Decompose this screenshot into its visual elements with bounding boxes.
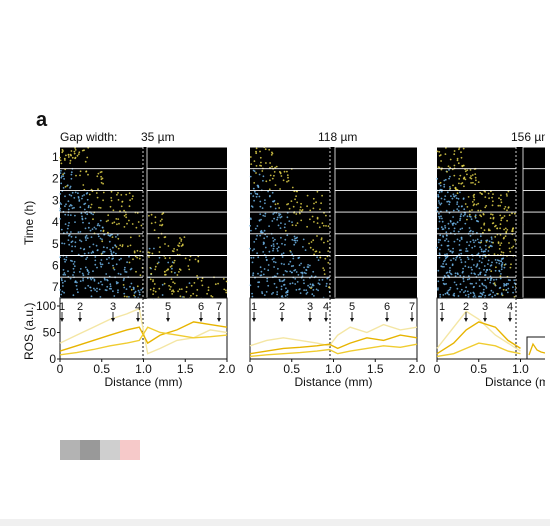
x-axis-label: Distance (mm) <box>485 375 550 389</box>
ros-series-line <box>249 334 418 355</box>
ros-plot: 1 2 3 4 5 6 7 0 0.5 1.0 1.5 2.0 Distance (mm) 100 50 0 <box>36 297 236 389</box>
arrow-label: 2 <box>279 301 285 313</box>
ros-series-line <box>249 323 418 347</box>
swatch-3 <box>100 440 120 460</box>
inset-box <box>526 336 550 360</box>
panel-1-gap: 35 µm <box>141 130 175 144</box>
panel-2-gap: 118 µm <box>318 130 357 144</box>
image-panel <box>436 146 550 300</box>
ros-series-line <box>436 310 521 352</box>
arrow-label: 5 <box>349 301 355 313</box>
right-edge <box>545 0 550 526</box>
time-label: 6 <box>52 259 59 273</box>
x-tick-label: 0 <box>434 362 441 376</box>
time-label: 5 <box>52 237 59 251</box>
x-tick-label: 0.5 <box>283 362 300 376</box>
plot-frame <box>436 297 550 360</box>
x-tick-label: 1.0 <box>135 362 152 376</box>
x-tick-label: 2.0 <box>219 362 236 376</box>
arrow-label: 4 <box>507 301 513 313</box>
arrow-label: 5 <box>165 301 171 313</box>
x-axis-label: Distance (mm) <box>104 375 182 389</box>
x-tick-label: 1.5 <box>177 362 194 376</box>
arrow-label: 1 <box>251 301 257 313</box>
arrow-label: 1 <box>439 301 445 313</box>
x-axis-label: Distance (mm) <box>294 375 372 389</box>
image-panel <box>59 146 228 300</box>
ros-series-line <box>436 321 521 355</box>
time-label: 4 <box>52 215 59 229</box>
arrow-label: 7 <box>216 301 222 313</box>
image-panel <box>249 146 417 300</box>
gap-width-label: Gap width: <box>60 130 117 144</box>
time-label: 7 <box>52 280 59 294</box>
arrow-label: 7 <box>409 301 415 313</box>
y-tick-label: 0 <box>49 352 56 366</box>
arrow-label: 4 <box>135 301 141 313</box>
arrow-label: 6 <box>198 301 204 313</box>
x-tick-label: 0 <box>57 362 64 376</box>
arrow-label: 2 <box>463 301 469 313</box>
bottom-scroll-strip <box>0 519 550 526</box>
y-tick-label: 50 <box>43 326 57 340</box>
x-tick-label: 1.5 <box>367 362 384 376</box>
panel-label: a <box>36 109 48 131</box>
ros-series-line <box>436 342 521 358</box>
arrow-label: 3 <box>307 301 313 313</box>
x-tick-label: 2.0 <box>409 362 426 376</box>
ros-series-line <box>249 343 418 358</box>
swatch-4 <box>120 440 140 460</box>
arrow-label: 3 <box>482 301 488 313</box>
time-label: 3 <box>52 193 59 207</box>
ros-plot: 1 2 3 4 5 6 7 0 0.5 1.0 1.5 2.0 Distance (mm) <box>247 297 426 389</box>
arrow-label: 2 <box>77 301 83 313</box>
x-tick-label: 0.5 <box>470 362 487 376</box>
arrow-label: 6 <box>384 301 390 313</box>
time-axis-label: Time (h) <box>22 201 36 245</box>
x-tick-label: 1.0 <box>325 362 342 376</box>
x-tick-label: 1.0 <box>512 362 529 376</box>
footer-swatches <box>60 440 140 460</box>
arrow-label: 4 <box>323 301 329 313</box>
y-tick-label: 100 <box>36 299 56 313</box>
x-tick-label: 0.5 <box>93 362 110 376</box>
microscopy-image-panels <box>59 146 550 300</box>
time-label: 2 <box>52 172 59 186</box>
x-tick-label: 0 <box>247 362 254 376</box>
time-label: 1 <box>52 150 59 164</box>
ros-series-line <box>59 307 228 355</box>
ros-series-line <box>59 326 228 356</box>
panel-3-gap: 156 µm <box>511 130 550 144</box>
swatch-2 <box>80 440 100 460</box>
ros-series-line <box>59 321 228 352</box>
ros-axis-label: ROS (a.u.) <box>22 303 36 360</box>
arrow-label: 1 <box>59 301 65 313</box>
swatch-1 <box>60 440 80 460</box>
time-row-labels: 1 2 3 4 5 6 7 <box>52 150 59 294</box>
arrow-label: 3 <box>110 301 116 313</box>
